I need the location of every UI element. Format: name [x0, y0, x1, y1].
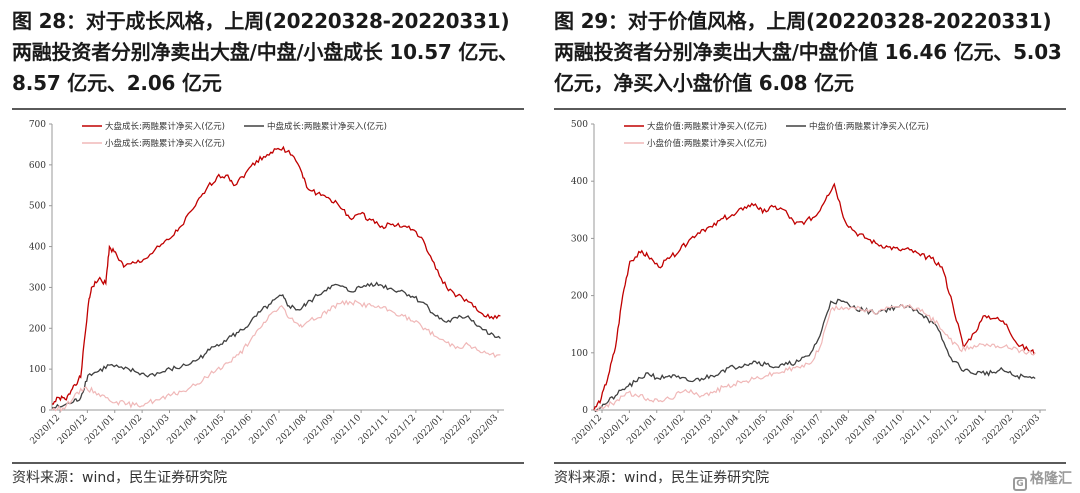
- legend-label: 中盘价值:两融累计净买入(亿元): [809, 121, 929, 132]
- bottom-rule: [12, 462, 524, 464]
- figure-title: 图 29：对于价值风格，上周(20220328-20220331)两融投资者分别…: [554, 9, 1062, 95]
- y-tick-label: 100: [571, 349, 588, 359]
- y-tick-label: 100: [29, 365, 46, 375]
- y-tick-label: 400: [571, 177, 588, 187]
- y-tick-label: 300: [571, 234, 588, 244]
- bottom-rule: [554, 462, 1066, 464]
- legend-label: 小盘成长:两融累计净买入(亿元): [105, 138, 225, 149]
- y-tick-label: 300: [29, 283, 46, 293]
- chart-panel-value: 图 29：对于价值风格，上周(20220328-20220331)两融投资者分别…: [554, 0, 1068, 493]
- series-line-1: [593, 182, 1036, 411]
- series-line-2: [51, 281, 501, 409]
- y-tick-label: 200: [571, 292, 588, 302]
- y-tick-label: 500: [571, 120, 588, 130]
- series-line-3: [51, 299, 501, 413]
- series-line-3: [593, 303, 1036, 412]
- x-tick-label: 2022/03: [1009, 413, 1043, 447]
- legend-label: 大盘价值:两融累计净买入(亿元): [647, 121, 767, 132]
- top-rule: [12, 108, 524, 110]
- y-tick-label: 500: [29, 202, 46, 212]
- y-tick-label: 700: [29, 120, 46, 130]
- source-note: 资料来源：wind，民生证券研究院: [554, 470, 770, 486]
- series-line-2: [593, 298, 1036, 413]
- g-logo-icon: G: [1013, 477, 1027, 491]
- y-tick-label: 200: [29, 324, 46, 334]
- value-line-chart: 01002003004005002020/122020/122021/01202…: [571, 120, 1046, 447]
- watermark: G 格隆汇: [1013, 468, 1072, 491]
- x-tick-label: 2022/03: [467, 413, 501, 447]
- source-note: 资料来源：wind，民生证券研究院: [12, 470, 228, 486]
- y-tick-label: 0: [582, 406, 588, 416]
- legend-label: 大盘成长:两融累计净买入(亿元): [105, 121, 225, 132]
- series-line-1: [51, 145, 501, 405]
- chart-panel-growth: 图 28：对于成长风格，上周(20220328-20220331)两融投资者分别…: [12, 0, 526, 493]
- legend-label: 小盘价值:两融累计净买入(亿元): [647, 138, 767, 149]
- figure-title: 图 28：对于成长风格，上周(20220328-20220331)两融投资者分别…: [12, 9, 518, 95]
- y-tick-label: 0: [40, 406, 46, 416]
- y-tick-label: 600: [29, 161, 46, 171]
- y-tick-label: 400: [29, 243, 46, 253]
- growth-line-chart: 01002003004005006007002020/122020/122021…: [29, 120, 504, 447]
- watermark-text: 格隆汇: [1030, 471, 1072, 487]
- legend-label: 中盘成长:两融累计净买入(亿元): [267, 121, 387, 132]
- top-rule: [554, 108, 1066, 110]
